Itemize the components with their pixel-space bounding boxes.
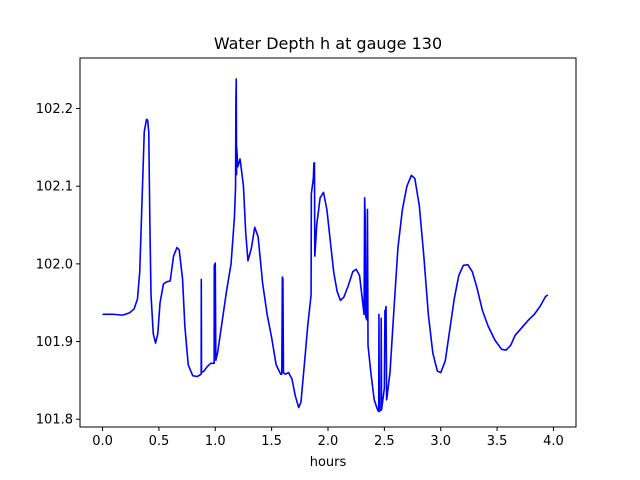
x-tick-label: 3.5 xyxy=(487,434,508,449)
water-depth-series-line xyxy=(102,78,549,413)
series-layer xyxy=(102,78,549,413)
y-tick-label: 102.2 xyxy=(36,102,73,117)
y-tick-label: 102.0 xyxy=(36,257,73,272)
y-axis: 101.8 101.9 102.0 102.1 102.2 xyxy=(36,102,80,428)
x-tick-label: 0.5 xyxy=(149,434,170,449)
x-tick-label: 0.0 xyxy=(92,434,113,449)
y-tick-label: 101.9 xyxy=(36,335,73,350)
x-axis-label: hours xyxy=(310,455,347,470)
y-tick-label: 102.1 xyxy=(36,180,73,195)
x-tick-label: 4.0 xyxy=(543,434,564,449)
y-tick-label: 101.8 xyxy=(36,413,73,428)
x-axis: 0.0 0.5 1.0 1.5 2.0 2.5 3.0 3.5 4.0 xyxy=(92,427,564,449)
x-tick-label: 1.5 xyxy=(261,434,282,449)
x-tick-label: 2.0 xyxy=(318,434,339,449)
x-tick-label: 2.5 xyxy=(374,434,395,449)
x-tick-label: 1.0 xyxy=(205,434,226,449)
chart-title: Water Depth h at gauge 130 xyxy=(214,34,442,53)
x-tick-label: 3.0 xyxy=(430,434,451,449)
